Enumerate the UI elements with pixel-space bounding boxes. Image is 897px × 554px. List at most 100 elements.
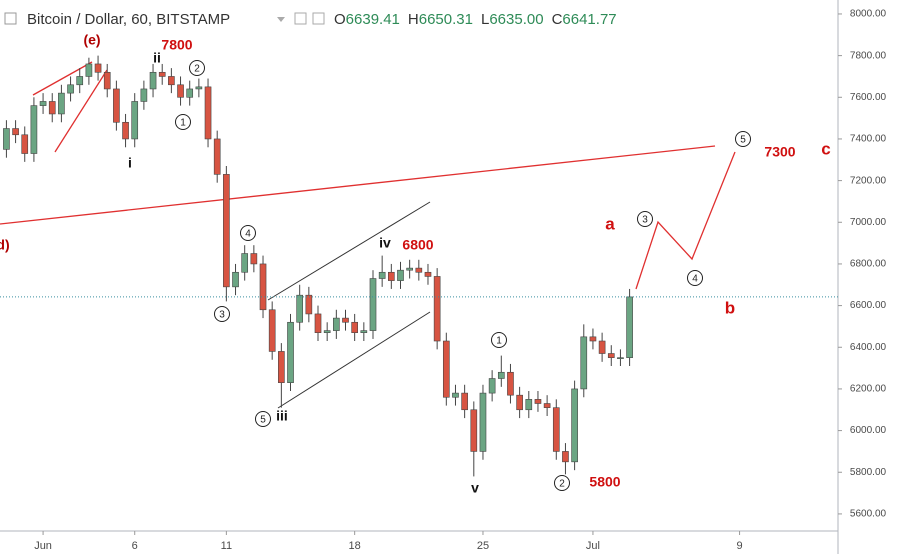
candle-body [580, 336, 588, 390]
candle-body [351, 321, 358, 333]
y-tick-label: 6200.00 [850, 384, 887, 395]
wave-label: c [821, 139, 830, 158]
candle [351, 313, 358, 342]
candle [158, 63, 166, 85]
candle [525, 391, 533, 419]
icon-box[interactable] [312, 12, 325, 25]
candle-body [195, 86, 203, 90]
candle [268, 301, 276, 360]
candle-body [85, 63, 93, 77]
y-tick-label: 7400.00 [850, 134, 887, 145]
candle-body [278, 351, 285, 383]
candle-body [617, 357, 624, 359]
wave-circle [735, 131, 751, 147]
candle [259, 255, 267, 319]
candle-body [378, 271, 386, 279]
candle [223, 166, 230, 302]
candle [607, 345, 615, 367]
wave-count: 4 [245, 229, 251, 240]
candle-body [140, 88, 148, 102]
legend-key: C [552, 11, 563, 28]
legend-value: 6639.41 [346, 11, 400, 28]
dropdown-icon[interactable] [277, 17, 285, 22]
candle [497, 355, 505, 387]
candle [213, 130, 221, 183]
legend-key: L [481, 11, 489, 28]
candle-body [424, 271, 432, 277]
wave-circle [637, 211, 653, 227]
y-tick-label: 7200.00 [850, 175, 887, 186]
x-tick-label: Jun [34, 540, 52, 552]
candle [406, 259, 413, 279]
candle-body [452, 392, 459, 398]
candle [232, 263, 239, 296]
wave-label: v [471, 480, 479, 496]
candle-body [626, 296, 633, 358]
candle-body [433, 276, 441, 342]
candle [177, 76, 184, 106]
legend-key: O [334, 11, 346, 28]
candle-body [369, 278, 377, 331]
candle [58, 84, 65, 123]
candle-body [204, 86, 212, 140]
wave-label: a [605, 214, 615, 233]
candle [3, 120, 10, 158]
candle-body [122, 121, 129, 140]
candle-body [296, 294, 304, 323]
candle-body [186, 88, 194, 98]
wave-circle [240, 225, 256, 241]
candle-body [168, 76, 175, 86]
candle [21, 126, 29, 162]
candle-body [67, 84, 74, 94]
x-tick-label: 11 [221, 540, 232, 552]
y-tick-label: 7800.00 [850, 50, 887, 61]
candle [571, 380, 578, 471]
candle-body [571, 388, 578, 463]
wave-circle [491, 332, 507, 348]
candle [617, 349, 624, 367]
wave-count: 2 [194, 64, 200, 75]
candle-body [250, 253, 258, 265]
triangle-line [54, 69, 108, 153]
candle-body [470, 409, 478, 452]
candle-body [39, 101, 47, 106]
candle [168, 68, 175, 94]
candle [433, 268, 441, 350]
wave-label: 7800 [161, 37, 192, 53]
candle [113, 80, 120, 131]
expand-icon[interactable] [4, 12, 17, 25]
channel-line [267, 201, 431, 301]
wave-label: iii [276, 408, 288, 424]
y-tick-label: 7000.00 [850, 217, 887, 228]
candle [94, 55, 102, 81]
y-tick-label: 6800.00 [850, 259, 887, 270]
candle-body [223, 174, 230, 288]
icon-box[interactable] [294, 12, 307, 25]
y-tick-label: 6400.00 [850, 342, 887, 353]
candle-body [131, 101, 139, 140]
candle [30, 97, 38, 162]
candle [314, 305, 322, 342]
wave-label: ii [153, 50, 161, 66]
wave-label: d) [0, 237, 10, 253]
candle-body [305, 294, 313, 315]
candle-body [397, 269, 404, 281]
candle [378, 255, 386, 287]
candle-body [497, 371, 505, 379]
candle [534, 391, 542, 412]
wave-circle [554, 475, 570, 491]
candle [598, 332, 606, 362]
candle-body [589, 336, 597, 342]
wave-count: 1 [180, 118, 186, 129]
candle-body [552, 407, 560, 452]
candle [67, 76, 74, 102]
y-tick-label: 6600.00 [850, 300, 887, 311]
candle [241, 245, 249, 281]
candle-body [259, 263, 267, 311]
candle [488, 370, 496, 402]
wave-label: 5800 [589, 474, 620, 490]
candle [48, 93, 56, 123]
candle [278, 343, 285, 408]
candle-body [21, 134, 29, 154]
candle [305, 286, 313, 323]
